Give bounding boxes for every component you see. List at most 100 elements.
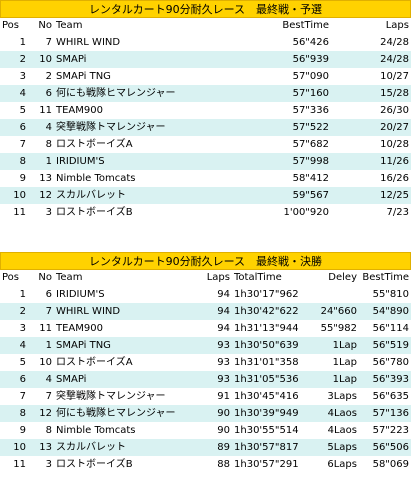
cell-pos: 11 xyxy=(13,459,26,470)
col-delay-header: Deley xyxy=(306,270,359,286)
cell-best: 56"114 xyxy=(372,323,409,334)
cell-total: 1h30'57"291 xyxy=(234,459,299,470)
cell-total: 1h30'39"949 xyxy=(232,405,306,422)
cell-total: 1h31'13"944 xyxy=(234,323,299,334)
table-row: 7 8 ロストボーイズA 57"682 10/28 xyxy=(0,136,411,153)
cell-delay: 24"660 xyxy=(306,303,359,320)
cell-best: 57"522 xyxy=(224,119,331,136)
cell-no: 8 xyxy=(45,139,52,150)
cell-no: 7 xyxy=(28,303,54,320)
cell-pos: 1 xyxy=(19,37,26,48)
cell-no: 12 xyxy=(28,187,54,204)
table-row: 5 10 ロストボーイズA 93 1h31'01"358 1Lap 56"780 xyxy=(0,354,411,371)
cell-laps: 94 xyxy=(217,323,230,334)
cell-best: 56"519 xyxy=(359,337,411,354)
cell-team: TEAM900 xyxy=(56,323,103,334)
cell-pos: 2 xyxy=(0,51,28,68)
cell-laps: 26/30 xyxy=(380,105,409,116)
cell-no: 6 xyxy=(45,289,52,300)
qualifying-table: Pos No Team BestTime Laps 1 7 WHIRL WIND 56… xyxy=(0,18,411,221)
cell-no: 7 xyxy=(45,391,52,402)
cell-delay: 3Laps xyxy=(327,391,357,402)
table-row: 9 8 Nimble Tomcats 90 1h30'55"514 4Laos 57"223 xyxy=(0,422,411,439)
cell-laps: 89 xyxy=(200,439,232,456)
cell-no: 4 xyxy=(28,119,54,136)
cell-team: Nimble Tomcats xyxy=(56,425,136,436)
cell-no: 10 xyxy=(28,51,54,68)
table-row: 4 6 何にも戦隊ヒマレンジャー 57"160 15/28 xyxy=(0,85,411,102)
cell-total: 1h31'05"536 xyxy=(232,371,306,388)
table-row: 11 3 ロストボーイズB 1'00"920 7/23 xyxy=(0,204,411,221)
cell-laps: 94 xyxy=(217,289,230,300)
cell-no: 1 xyxy=(28,153,54,170)
cell-delay: 4Laos xyxy=(327,425,357,436)
cell-best: 56"635 xyxy=(372,391,409,402)
cell-pos: 8 xyxy=(0,405,28,422)
cell-best: 54"890 xyxy=(359,303,411,320)
table-row: 10 13 スカルバレット 89 1h30'57"817 5Laps 56"506 xyxy=(0,439,411,456)
qualifying-section: レンタルカート90分耐久レース 最終戦・予選 Pos No Team BestT… xyxy=(0,0,411,221)
cell-best: 57"336 xyxy=(292,105,329,116)
col-laps-header: Laps xyxy=(200,270,232,286)
cell-laps: 10/27 xyxy=(380,71,409,82)
cell-no: 7 xyxy=(45,37,52,48)
table-row: 10 12 スカルバレット 59"567 12/25 xyxy=(0,187,411,204)
cell-delay xyxy=(306,286,359,303)
col-laps-header: Laps xyxy=(331,18,411,34)
cell-no: 6 xyxy=(28,85,54,102)
cell-laps: 10/28 xyxy=(380,139,409,150)
cell-best: 57"160 xyxy=(224,85,331,102)
cell-laps: 90 xyxy=(200,405,232,422)
cell-team: SMAPi TNG xyxy=(54,337,200,354)
cell-pos: 4 xyxy=(0,85,28,102)
cell-laps: 93 xyxy=(217,357,230,368)
cell-total: 1h30'57"817 xyxy=(232,439,306,456)
cell-team: スカルバレット xyxy=(54,439,200,456)
cell-laps: 88 xyxy=(217,459,230,470)
cell-team: 突撃戦隊トマレンジャー xyxy=(54,119,224,136)
cell-team: ロストボーイズB xyxy=(56,459,133,470)
cell-delay: 1Lap xyxy=(332,357,357,368)
table-row: 11 3 ロストボーイズB 88 1h30'57"291 6Laps 58"069 xyxy=(0,456,411,473)
cell-best: 56"393 xyxy=(359,371,411,388)
table-row: 6 4 SMAPi 93 1h31'05"536 1Lap 56"393 xyxy=(0,371,411,388)
cell-pos: 11 xyxy=(13,207,26,218)
cell-pos: 8 xyxy=(0,153,28,170)
cell-delay: 55"982 xyxy=(320,323,357,334)
cell-laps: 94 xyxy=(200,303,232,320)
col-pos-header: Pos xyxy=(0,18,28,34)
cell-laps: 12/25 xyxy=(331,187,411,204)
cell-pos: 3 xyxy=(19,323,26,334)
cell-laps: 93 xyxy=(200,337,232,354)
col-total-header: TotalTime xyxy=(232,270,306,286)
cell-pos: 9 xyxy=(19,425,26,436)
cell-pos: 10 xyxy=(0,187,28,204)
table-row: 3 11 TEAM900 94 1h31'13"944 55"982 56"114 xyxy=(0,320,411,337)
cell-team: 何にも戦隊ヒマレンジャー xyxy=(54,405,200,422)
col-no-header: No xyxy=(28,270,54,286)
final-table: Pos No Team Laps TotalTime Deley BestTim… xyxy=(0,270,411,473)
table-row: 1 7 WHIRL WIND 56"426 24/28 xyxy=(0,34,411,51)
table-row: 4 1 SMAPi TNG 93 1h30'50"639 1Lap 56"519 xyxy=(0,337,411,354)
cell-team: Nimble Tomcats xyxy=(56,173,136,184)
table-row: 9 13 Nimble Tomcats 58"412 16/26 xyxy=(0,170,411,187)
cell-no: 11 xyxy=(39,105,52,116)
cell-best: 56"506 xyxy=(359,439,411,456)
cell-pos: 7 xyxy=(19,391,26,402)
cell-pos: 9 xyxy=(19,173,26,184)
cell-team: ロストボーイズB xyxy=(56,207,133,218)
cell-best: 56"426 xyxy=(292,37,329,48)
cell-laps: 90 xyxy=(217,425,230,436)
cell-pos: 5 xyxy=(19,105,26,116)
cell-team: TEAM900 xyxy=(56,105,103,116)
table-row: 5 11 TEAM900 57"336 26/30 xyxy=(0,102,411,119)
cell-best: 56"780 xyxy=(372,357,409,368)
cell-team: WHIRL WIND xyxy=(54,303,200,320)
cell-no: 4 xyxy=(28,371,54,388)
cell-laps: 24/28 xyxy=(331,51,411,68)
final-header-row: Pos No Team Laps TotalTime Deley BestTim… xyxy=(0,270,411,286)
cell-best: 57"090 xyxy=(292,71,329,82)
cell-total: 1h30'50"639 xyxy=(232,337,306,354)
cell-best: 59"567 xyxy=(224,187,331,204)
cell-best: 1'00"920 xyxy=(283,207,329,218)
